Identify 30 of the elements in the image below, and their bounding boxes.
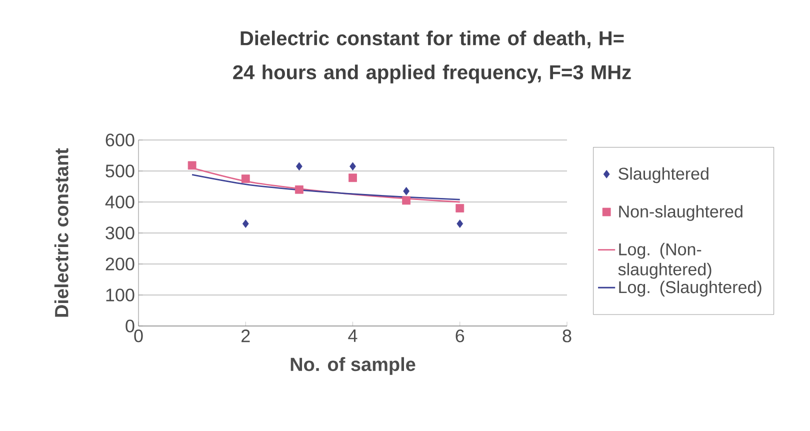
- chart-title: Dielectric constant for time of death, H= 24 hours and applied frequency, F=3 MHz: [233, 30, 631, 84]
- point: [456, 220, 464, 228]
- point: [456, 204, 464, 212]
- point: [403, 186, 410, 196]
- point: [350, 162, 356, 171]
- x-tick-label: 4: [348, 330, 358, 342]
- y-tick-label: 0: [126, 320, 134, 332]
- y-tick-label: 600: [106, 134, 134, 146]
- legend-label: Non-slaughtered: [619, 205, 742, 221]
- y-tick-label: 200: [106, 258, 134, 270]
- x-axis-title: No. of sample: [290, 357, 416, 375]
- y-tick-label: 500: [106, 164, 134, 178]
- y-tick-label: 100: [106, 288, 134, 302]
- point: [402, 196, 411, 205]
- x-tick-label: 0: [134, 330, 143, 342]
- point: [241, 174, 250, 183]
- legend-label: Log. (Slaughtered): [619, 280, 762, 297]
- point: [348, 174, 357, 182]
- y-tick-label: 400: [105, 196, 134, 208]
- legend-label: Slaughtered: [618, 167, 708, 184]
- point: [188, 161, 196, 170]
- x-tick-label: 2: [242, 330, 250, 342]
- y-axis-title: Dielectric constant: [54, 148, 68, 317]
- point: [242, 220, 249, 228]
- x-tick-label: 6: [456, 330, 464, 342]
- x-tick-label: 8: [562, 330, 572, 342]
- y-tick-label: 300: [106, 226, 134, 240]
- legend-label: Log. (Non-slaughtered): [618, 242, 712, 279]
- point: [296, 162, 302, 171]
- point: [294, 185, 304, 194]
